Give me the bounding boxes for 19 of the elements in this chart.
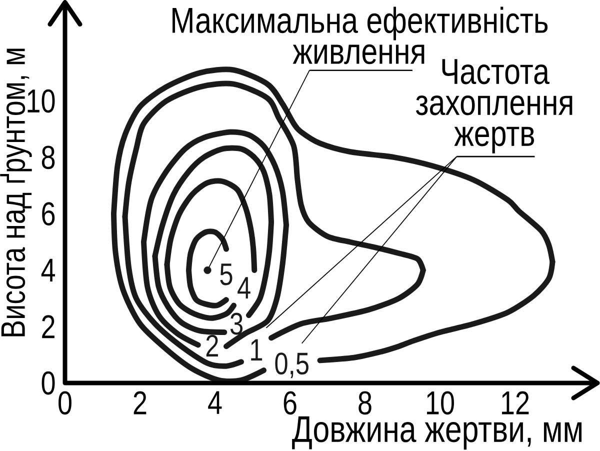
y-tick-label: 6 xyxy=(42,202,55,226)
series-label: 5 xyxy=(220,264,232,286)
y-tick-label: 8 xyxy=(42,146,55,170)
x-tick-label: 8 xyxy=(358,391,372,415)
x-tick-label: 10 xyxy=(427,391,454,415)
y-tick-label: 0 xyxy=(42,371,55,395)
series-label: 2 xyxy=(206,334,218,356)
series-label: 0,5 xyxy=(275,352,308,378)
x-tick-label: 6 xyxy=(284,391,296,415)
x-axis-title: Довжина жертви, мм xyxy=(292,416,582,450)
series-label: 1 xyxy=(251,339,262,361)
x-tick-label: 0 xyxy=(58,391,72,415)
x-tick-label: 4 xyxy=(208,391,222,414)
y-tick-label: 2 xyxy=(42,315,54,338)
x-tick-label: 2 xyxy=(134,391,146,414)
x-tick-label: 12 xyxy=(502,391,529,414)
y-tick-label: 4 xyxy=(41,258,56,282)
series-label: 4 xyxy=(238,277,250,298)
series-label: 3 xyxy=(230,312,243,335)
